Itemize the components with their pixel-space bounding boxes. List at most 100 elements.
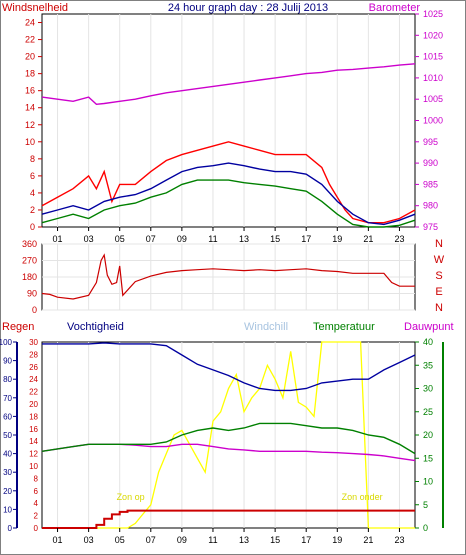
x-tick-label: 15: [270, 535, 280, 545]
x-tick-label: 09: [177, 234, 187, 244]
rain-y-tick-label: 30: [29, 338, 38, 347]
direction-y-tick-label: 0: [32, 305, 37, 315]
wind-y-tick-label: 16: [25, 86, 35, 96]
x-tick-label: 21: [363, 234, 373, 244]
compass-label: W: [434, 254, 445, 266]
x-tick-label: 03: [84, 234, 94, 244]
direction-plot-grid: [42, 243, 415, 311]
series-solar: [42, 341, 415, 529]
wind-y-tick-label: 22: [25, 35, 35, 45]
wind-y-tick-label: 8: [30, 154, 35, 164]
compass-label: N: [435, 238, 443, 250]
wind-y-tick-label: 12: [25, 120, 35, 130]
temperature-y-tick-label: 0: [423, 523, 428, 533]
humidity-y-tick-label: 90: [3, 357, 12, 366]
climate-plot-series: [41, 341, 416, 529]
compass-label: N: [435, 302, 443, 314]
rain-y-tick-label: 28: [29, 350, 38, 359]
series-rain: [42, 509, 415, 529]
series-temperature: [41, 422, 416, 455]
series-humidity: [42, 342, 416, 392]
x-tick-label: 17: [301, 234, 311, 244]
label-regen: Regen: [2, 321, 34, 333]
wind-y-tick-label: 6: [30, 171, 35, 181]
temperature-y-tick-label: 15: [423, 453, 433, 463]
humidity-y-tick-label: 100: [0, 338, 13, 347]
rain-y-tick-label: 6: [34, 487, 39, 496]
temperature-y-tick-label: 20: [423, 430, 433, 440]
rain-y-tick-label: 18: [29, 412, 38, 421]
rain-y-tick-label: 2: [34, 512, 39, 521]
humidity-y-tick-label: 30: [3, 468, 12, 477]
rain-y-tick-label: 12: [29, 450, 38, 459]
temperature-y-ticks: 0 5 10 15 20 25 30 35 40: [415, 337, 444, 533]
left-axis-label-windsnelheid: Windsnelheid: [2, 2, 68, 14]
x-tick-label: 19: [332, 234, 342, 244]
barometer-y-tick-label: 975: [423, 222, 438, 232]
wind-y-tick-label: 0: [30, 222, 35, 232]
direction-y-ticks: 0 90 180 270 360: [22, 239, 37, 315]
wind-x-ticks: 01 03 05 07 09 11 13 15 17 19 21 23: [53, 227, 404, 244]
x-tick-label: 03: [84, 535, 94, 545]
climate-x-ticks: 01 03 05 07 09 11 13 15 17 19 21 23: [53, 528, 404, 545]
x-tick-label: 07: [146, 535, 156, 545]
humidity-y-tick-label: 80: [3, 375, 12, 384]
x-tick-label: 23: [394, 535, 404, 545]
barometer-y-tick-label: 1015: [423, 52, 443, 62]
x-tick-label: 15: [270, 234, 280, 244]
humidity-y-tick-label: 0: [8, 524, 13, 533]
wind-y-tick-label: 14: [25, 103, 35, 113]
barometer-y-tick-label: 985: [423, 179, 438, 189]
wind-y-tick-label: 4: [30, 188, 35, 198]
direction-plot-series: [41, 253, 415, 300]
wind-y-tick-label: 10: [25, 137, 35, 147]
x-tick-label: 05: [115, 535, 125, 545]
x-tick-label: 07: [146, 234, 156, 244]
direction-y-tick-label: 180: [22, 272, 37, 282]
barometer-y-tick-label: 990: [423, 158, 438, 168]
temperature-y-tick-label: 5: [423, 500, 428, 510]
rain-y-tick-label: 4: [34, 499, 39, 508]
series-gust: [41, 141, 416, 224]
rain-y-tick-label: 16: [29, 425, 38, 434]
direction-y-tick-label: 360: [22, 239, 37, 249]
barometer-y-tick-label: 1020: [423, 30, 443, 40]
x-tick-label: 13: [239, 535, 249, 545]
rain-y-tick-label: 20: [29, 400, 38, 409]
series-barometer: [41, 63, 416, 106]
humidity-y-tick-label: 50: [3, 431, 12, 440]
label-vochtigheid: Vochtigheid: [67, 321, 124, 333]
rain-y-tick-label: 10: [29, 462, 38, 471]
compass-label: S: [435, 270, 442, 282]
rain-y-tick-label: 22: [29, 388, 38, 397]
direction-y-tick-label: 90: [27, 289, 37, 299]
barometer-y-tick-label: 1025: [423, 9, 443, 19]
x-tick-label: 11: [208, 234, 217, 244]
right-axis-label-barometer: Barometer: [369, 2, 421, 14]
x-tick-label: 13: [239, 234, 249, 244]
wind-y-tick-label: 2: [30, 205, 35, 215]
humidity-y-tick-label: 20: [3, 487, 12, 496]
wind-plot-series: [41, 63, 416, 228]
compass-label: E: [435, 286, 442, 298]
barometer-y-tick-label: 1005: [423, 94, 443, 104]
label-windchill: Windchill: [244, 321, 288, 333]
wind-y-tick-label: 20: [25, 52, 35, 62]
x-tick-label: 01: [53, 234, 63, 244]
series-wind_low: [41, 179, 416, 228]
annotation-sun-down: Zon onder: [342, 492, 383, 502]
x-tick-label: 11: [208, 535, 217, 545]
x-tick-label: 17: [301, 535, 311, 545]
barometer-y-tick-label: 980: [423, 201, 438, 211]
label-temperatuur: Temperatuur: [313, 321, 375, 333]
series-wind_avg: [41, 162, 416, 226]
wind-plot-grid: [57, 14, 400, 227]
humidity-y-tick-label: 40: [3, 450, 12, 459]
humidity-y-tick-label: 60: [3, 412, 12, 421]
barometer-y-tick-label: 995: [423, 137, 438, 147]
rain-y-tick-label: 8: [34, 474, 39, 483]
